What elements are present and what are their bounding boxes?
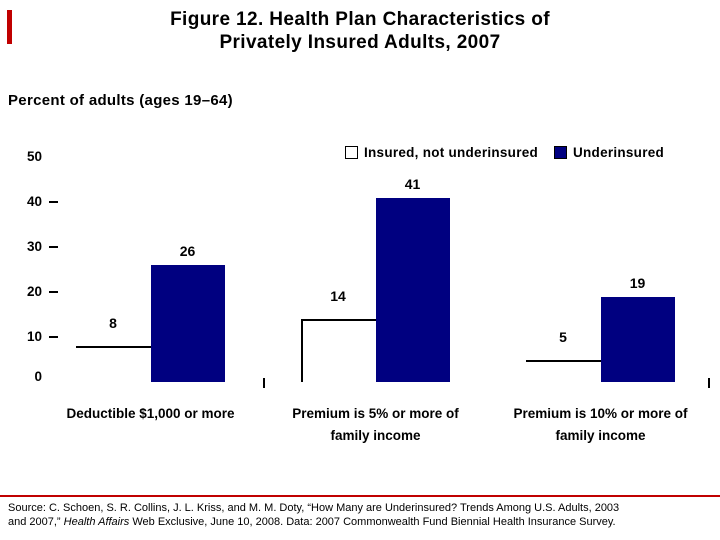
- source-journal-name: Health Affairs: [63, 516, 130, 528]
- y-axis-label-30: 30: [26, 239, 42, 254]
- category-label-1-line0: Premium is 5% or more of: [292, 406, 459, 421]
- value-label-insured-not-underinsured-1: 14: [330, 288, 346, 304]
- chart-title: Figure 12. Health Plan Characteristics o…: [0, 8, 720, 54]
- y-axis-label-0: 0: [34, 369, 42, 384]
- y-axis-tick-40: [49, 201, 58, 203]
- bar-underinsured-1: [375, 197, 450, 382]
- category-label-2-line0: Premium is 10% or more of: [513, 406, 688, 421]
- bar-underinsured-0: [150, 265, 225, 382]
- y-axis-label-20: 20: [26, 284, 42, 299]
- x-axis-tick-0: [263, 378, 265, 388]
- value-label-insured-not-underinsured-2: 5: [559, 328, 567, 345]
- category-label-2-line1: family income: [555, 428, 646, 443]
- y-axis-tick-30: [49, 246, 58, 248]
- y-axis-label-10: 10: [26, 329, 42, 344]
- legend-swatch-navy: [554, 146, 568, 159]
- legend-item-underinsured: Underinsured: [554, 145, 664, 160]
- legend-swatch-white: [345, 146, 358, 159]
- legend-label-insured-not-underinsured: Insured, not underinsured: [364, 145, 539, 160]
- y-axis-label-40: 40: [26, 194, 42, 209]
- red-footer-rule: [0, 495, 720, 497]
- source-line2-pre: and 2007,”: [8, 516, 64, 528]
- bar-insured-not-underinsured-1: [300, 319, 376, 382]
- y-axis-label-50: 50: [26, 149, 42, 164]
- legend: Insured, not underinsured Underinsured: [345, 145, 664, 160]
- source-text: Source: C. Schoen, S. R. Collins, J. L. …: [8, 501, 716, 529]
- y-axis-tick-10: [49, 336, 58, 338]
- value-label-underinsured-1: 41: [404, 175, 421, 192]
- red-accent-bar: [7, 10, 12, 44]
- x-axis-tick-1: [708, 378, 710, 388]
- legend-label-underinsured: Underinsured: [573, 145, 665, 160]
- legend-item-insured-not-underinsured: Insured, not underinsured: [345, 145, 538, 160]
- source-line1: Source: C. Schoen, S. R. Collins, J. L. …: [8, 502, 620, 514]
- category-label-1-line1: family income: [330, 428, 421, 443]
- y-axis-tick-20: [49, 291, 58, 293]
- chart-title-line1: Figure 12. Health Plan Characteristics o…: [170, 9, 550, 30]
- value-label-insured-not-underinsured-0: 8: [109, 315, 117, 331]
- bar-underinsured-2: [600, 296, 675, 382]
- value-label-underinsured-2: 19: [629, 274, 646, 291]
- y-axis-caption: Percent of adults (ages 19–64): [8, 92, 233, 109]
- chart-title-line2: Privately Insured Adults, 2007: [219, 32, 501, 53]
- bar-insured-not-underinsured-2: [525, 359, 601, 382]
- value-label-underinsured-0: 26: [179, 243, 196, 259]
- bar-insured-not-underinsured-0: [75, 346, 151, 382]
- category-label-0-line0: Deductible $1,000 or more: [66, 406, 235, 421]
- source-line2-post: Web Exclusive, June 10, 2008. Data: 2007…: [129, 516, 616, 528]
